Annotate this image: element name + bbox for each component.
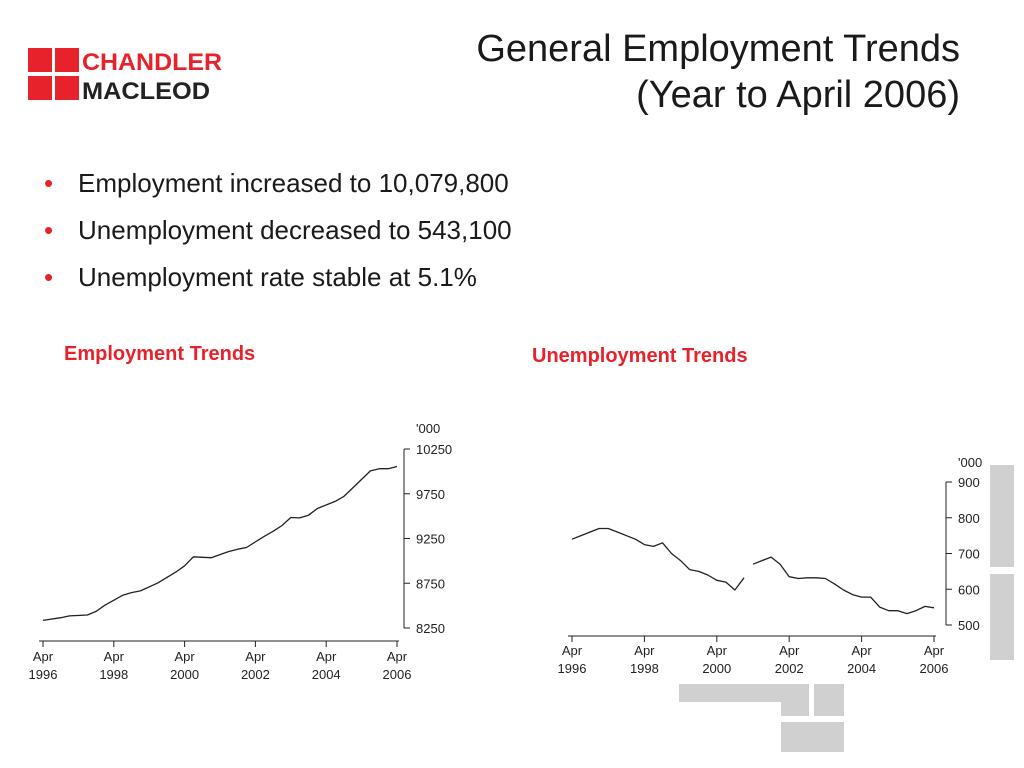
unemployment-x-tick-label: 2000 bbox=[702, 661, 731, 676]
unemployment-y-tick-label: 800 bbox=[958, 511, 980, 526]
decorative-block bbox=[679, 684, 809, 702]
employment-y-tick-label: 8750 bbox=[416, 576, 445, 591]
employment-x-tick-label: 2004 bbox=[312, 667, 341, 682]
unemployment-x-tick-label: 1998 bbox=[630, 661, 659, 676]
employment-y-tick-label: 10250 bbox=[416, 442, 452, 457]
employment-x-tick-label: Apr bbox=[387, 649, 408, 664]
unemployment-x-tick-label: 2006 bbox=[920, 661, 949, 676]
slide-title-line2: (Year to April 2006) bbox=[636, 74, 960, 116]
unemployment-y-tick-label: 500 bbox=[958, 618, 980, 633]
unemployment-x-tick-label: Apr bbox=[924, 643, 945, 658]
employment-x-tick-label: Apr bbox=[104, 649, 125, 664]
unemployment-chart-title: Unemployment Trends bbox=[532, 345, 748, 367]
employment-x-tick-label: Apr bbox=[316, 649, 337, 664]
decorative-block bbox=[781, 684, 809, 716]
unemployment-unit-label: '000 bbox=[958, 455, 982, 470]
employment-x-tick-label: Apr bbox=[174, 649, 195, 664]
employment-x-tick-label: 2006 bbox=[383, 667, 412, 682]
unemployment-x-tick-label: Apr bbox=[707, 643, 728, 658]
slide-title: General Employment Trends (Year to April… bbox=[476, 26, 960, 118]
employment-x-tick-label: 1998 bbox=[99, 667, 128, 682]
bullet-dot-icon: • bbox=[44, 168, 54, 198]
employment-unit-label: '000 bbox=[416, 421, 440, 436]
employment-x-tick-label: 2002 bbox=[241, 667, 270, 682]
bullet-item: • Unemployment decreased to 543,100 bbox=[44, 207, 512, 254]
unemployment-chart: 900 800 700 600 500 '000 Apr 1996 Apr 1998 Apr 2000… bbox=[558, 455, 983, 676]
employment-chart-title: Employment Trends bbox=[64, 343, 256, 365]
unemployment-x-tick-label: Apr bbox=[634, 643, 655, 658]
slide-title-line1: General Employment Trends bbox=[476, 28, 960, 70]
bullet-item: • Unemployment rate stable at 5.1% bbox=[44, 254, 512, 301]
unemployment-series-line bbox=[752, 556, 935, 615]
unemployment-y-tick-label: 900 bbox=[958, 475, 980, 490]
employment-y-tick-label: 9250 bbox=[416, 532, 445, 547]
bullet-item: • Employment increased to 10,079,800 bbox=[44, 160, 512, 207]
chandler-macleod-logo: CHANDLER MACLEOD bbox=[28, 48, 222, 104]
unemployment-y-tick-label: 600 bbox=[958, 582, 980, 597]
decorative-block bbox=[781, 722, 844, 752]
employment-y-tick-label: 9750 bbox=[416, 487, 445, 502]
employment-x-tick-label: 1996 bbox=[29, 667, 58, 682]
bullet-text: Unemployment decreased to 543,100 bbox=[78, 215, 512, 245]
unemployment-x-tick-label: Apr bbox=[562, 643, 583, 658]
employment-y-tick-label: 8250 bbox=[416, 621, 445, 636]
bullet-dot-icon: • bbox=[44, 262, 54, 292]
bullet-text: Unemployment rate stable at 5.1% bbox=[78, 262, 477, 292]
unemployment-x-tick-label: 2002 bbox=[775, 661, 804, 676]
bullet-list: • Employment increased to 10,079,800 • Une… bbox=[44, 160, 512, 301]
employment-series-line bbox=[42, 465, 398, 622]
unemployment-series-line bbox=[571, 527, 745, 591]
unemployment-x-tick-label: 1996 bbox=[558, 661, 587, 676]
unemployment-x-tick-label: 2004 bbox=[847, 661, 876, 676]
logo-line1: CHANDLER bbox=[82, 49, 222, 76]
decorative-block bbox=[814, 684, 844, 716]
employment-x-tick-label: Apr bbox=[245, 649, 266, 664]
employment-chart: 10250 9750 9250 8750 8250 '000 Apr 1996 Apr 1998 A… bbox=[29, 421, 453, 682]
bullet-text: Employment increased to 10,079,800 bbox=[78, 168, 509, 198]
employment-x-tick-label: Apr bbox=[33, 649, 54, 664]
logo-line2: MACLEOD bbox=[82, 78, 210, 104]
unemployment-x-tick-label: Apr bbox=[851, 643, 872, 658]
employment-x-tick-label: 2000 bbox=[170, 667, 199, 682]
decorative-block bbox=[990, 574, 1014, 660]
unemployment-x-tick-label: Apr bbox=[779, 643, 800, 658]
bullet-dot-icon: • bbox=[44, 215, 54, 245]
unemployment-y-tick-label: 700 bbox=[958, 547, 980, 562]
decorative-block bbox=[990, 465, 1014, 567]
